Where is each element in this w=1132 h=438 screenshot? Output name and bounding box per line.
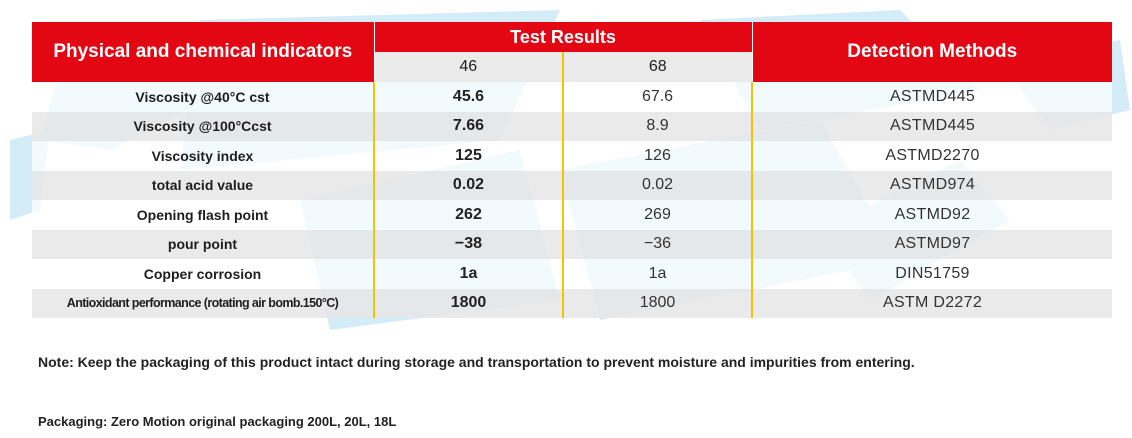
row-value-46: 1800 (374, 288, 564, 318)
row-value-68: −36 (563, 229, 754, 259)
row-indicator: Viscosity @40°C cst (32, 82, 375, 112)
row-indicator: Opening flash point (32, 200, 375, 230)
row-indicator: Antioxidant performance (rotating air bo… (32, 288, 375, 318)
table-row: Viscosity index 125 126 ASTMD2270 (32, 141, 1113, 171)
row-method: ASTMD92 (752, 200, 1113, 230)
table-row: pour point −38 −36 ASTMD97 (32, 229, 1113, 259)
row-method: ASTMD2270 (752, 141, 1113, 171)
table-row: Viscosity @40°C cst 45.6 67.6 ASTMD445 (32, 82, 1113, 112)
row-method: ASTMD445 (752, 111, 1113, 141)
row-method: DIN51759 (752, 259, 1113, 289)
table-row: Viscosity @100°Ccst 7.66 8.9 ASTMD445 (32, 111, 1113, 141)
header-grade-68: 68 (563, 52, 753, 82)
row-method: ASTMD974 (752, 170, 1113, 200)
row-value-68: 269 (563, 200, 754, 230)
row-value-46: 45.6 (374, 82, 564, 112)
row-indicator: pour point (32, 229, 375, 259)
row-value-68: 1a (563, 259, 754, 289)
specification-table: Physical and chemical indicators Test Re… (32, 22, 1113, 318)
row-value-68: 67.6 (563, 82, 754, 112)
row-value-46: −38 (374, 229, 564, 259)
row-value-68: 0.02 (563, 170, 754, 200)
row-value-46: 125 (374, 141, 564, 171)
row-method: ASTM D2272 (752, 288, 1113, 318)
row-method: ASTMD445 (752, 82, 1113, 112)
header-grade-46: 46 (373, 52, 564, 82)
row-value-68: 1800 (563, 288, 754, 318)
row-indicator: Viscosity @100°Ccst (32, 111, 375, 141)
row-value-46: 0.02 (374, 170, 564, 200)
row-value-68: 126 (563, 141, 754, 171)
table-row: Copper corrosion 1a 1a DIN51759 (32, 259, 1113, 289)
header-indicators: Physical and chemical indicators (32, 22, 374, 82)
row-method: ASTMD97 (752, 229, 1113, 259)
table-row: total acid value 0.02 0.02 ASTMD974 (32, 170, 1113, 200)
storage-note: Note: Keep the packaging of this product… (38, 354, 915, 370)
header-detection-methods: Detection Methods (752, 22, 1113, 82)
row-indicator: Copper corrosion (32, 259, 375, 289)
row-indicator: Viscosity index (32, 141, 375, 171)
row-value-46: 262 (374, 200, 564, 230)
row-value-68: 8.9 (563, 111, 754, 141)
row-value-46: 1a (374, 259, 564, 289)
table-row: Antioxidant performance (rotating air bo… (32, 288, 1113, 318)
table-row: Opening flash point 262 269 ASTMD92 (32, 200, 1113, 230)
row-indicator: total acid value (32, 170, 375, 200)
packaging-info: Packaging: Zero Motion original packagin… (38, 414, 397, 429)
row-value-46: 7.66 (374, 111, 564, 141)
header-test-results: Test Results (373, 22, 753, 52)
